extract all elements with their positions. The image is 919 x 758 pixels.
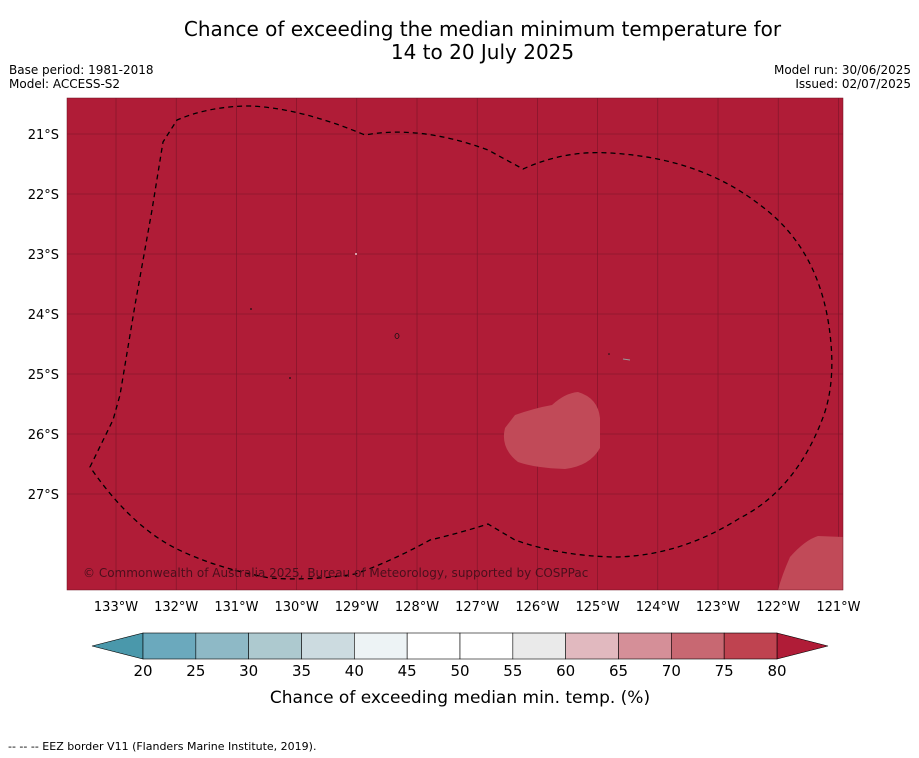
base-period: Base period: 1981-2018 bbox=[9, 63, 154, 77]
issued-date: Issued: 02/07/2025 bbox=[795, 77, 911, 91]
lon-label: 127°W bbox=[455, 600, 499, 615]
latitude-labels: 21°S 22°S 23°S 24°S 25°S 26°S 27°S bbox=[28, 128, 59, 503]
lon-label: 126°W bbox=[515, 600, 559, 615]
colorbar-bin bbox=[406, 632, 461, 660]
colorbar-tick: 80 bbox=[767, 662, 786, 680]
map-background bbox=[67, 98, 843, 590]
lat-label: 23°S bbox=[28, 248, 59, 263]
lat-label: 25°S bbox=[28, 368, 59, 383]
lon-label: 121°W bbox=[816, 600, 860, 615]
lon-label: 122°W bbox=[756, 600, 800, 615]
island-markers bbox=[250, 253, 631, 379]
colorbar-under-arrow bbox=[91, 632, 144, 660]
colorbar-tick: 45 bbox=[398, 662, 417, 680]
colorbar-bin bbox=[512, 632, 566, 660]
colorbar-tick: 25 bbox=[186, 662, 205, 680]
colorbar-bin bbox=[565, 632, 619, 660]
meta-left: Base period: 1981-2018 Model: ACCESS-S2 bbox=[9, 63, 154, 91]
graticule bbox=[67, 98, 843, 590]
probability-anomaly-patch-corner bbox=[778, 536, 843, 590]
colorbar-tick: 60 bbox=[556, 662, 575, 680]
copyright-text: © Commonwealth of Australia 2025, Bureau… bbox=[83, 566, 588, 580]
longitude-labels: 133°W 132°W 131°W 130°W 129°W 128°W 127°W 126°W… bbox=[94, 600, 861, 615]
colorbar-bins bbox=[142, 632, 778, 660]
lon-label: 129°W bbox=[335, 600, 379, 615]
model-run: Model run: 30/06/2025 bbox=[773, 63, 911, 77]
map-title: Chance of exceeding the median minimum t… bbox=[0, 18, 919, 64]
colorbar-tick: 65 bbox=[609, 662, 628, 680]
lat-label: 26°S bbox=[28, 428, 59, 443]
colorbar-tick-labels: 20 25 30 35 40 45 50 55 60 65 70 75 80 bbox=[133, 662, 786, 680]
colorbar: 20 25 30 35 40 45 50 55 60 65 70 75 80 Chance of exc… bbox=[91, 632, 829, 708]
colorbar-tick: 75 bbox=[715, 662, 734, 680]
lon-label: 132°W bbox=[154, 600, 198, 615]
colorbar-bin bbox=[248, 632, 302, 660]
colorbar-over-arrow bbox=[776, 632, 829, 660]
colorbar-bin bbox=[618, 632, 672, 660]
colorbar-bin bbox=[195, 632, 249, 660]
colorbar-bin bbox=[671, 632, 725, 660]
colorbar-tick: 50 bbox=[450, 662, 469, 680]
lon-label: 131°W bbox=[214, 600, 258, 615]
lon-label: 124°W bbox=[636, 600, 680, 615]
lat-label: 27°S bbox=[28, 488, 59, 503]
probability-anomaly-patch-center bbox=[503, 392, 600, 469]
model-name: Model: ACCESS-S2 bbox=[9, 77, 121, 91]
meta-right: Model run: 30/06/2025 Issued: 02/07/2025 bbox=[774, 63, 911, 91]
map-panel: © Commonwealth of Australia 2025, Bureau… bbox=[66, 97, 844, 591]
colorbar-tick: 55 bbox=[503, 662, 522, 680]
map-frame bbox=[66, 97, 844, 591]
colorbar-tick: 40 bbox=[345, 662, 364, 680]
colorbar-bin bbox=[301, 632, 355, 660]
map-figure: © Commonwealth of Australia 2025, Bureau… bbox=[28, 97, 861, 708]
lon-label: 125°W bbox=[576, 600, 620, 615]
colorbar-tick: 20 bbox=[133, 662, 152, 680]
colorbar-label: Chance of exceeding median min. temp. (%… bbox=[270, 688, 650, 708]
lon-label: 133°W bbox=[94, 600, 138, 615]
colorbar-tick: 70 bbox=[662, 662, 681, 680]
colorbar-tick: 35 bbox=[292, 662, 311, 680]
eez-legend-note: -- -- -- EEZ border V11 (Flanders Marine… bbox=[8, 740, 317, 753]
lat-label: 22°S bbox=[28, 188, 59, 203]
colorbar-bin bbox=[723, 632, 778, 660]
title-line-1: Chance of exceeding the median minimum t… bbox=[183, 17, 782, 41]
colorbar-bin bbox=[142, 632, 197, 660]
lon-label: 130°W bbox=[275, 600, 319, 615]
title-line-2: 14 to 20 July 2025 bbox=[390, 40, 575, 64]
colorbar-tick: 30 bbox=[239, 662, 258, 680]
lon-label: 128°W bbox=[395, 600, 439, 615]
lon-label: 123°W bbox=[696, 600, 740, 615]
lat-label: 21°S bbox=[28, 128, 59, 143]
colorbar-bin bbox=[354, 632, 408, 660]
lat-label: 24°S bbox=[28, 308, 59, 323]
eez-border bbox=[89, 105, 833, 580]
colorbar-bin bbox=[459, 632, 514, 660]
